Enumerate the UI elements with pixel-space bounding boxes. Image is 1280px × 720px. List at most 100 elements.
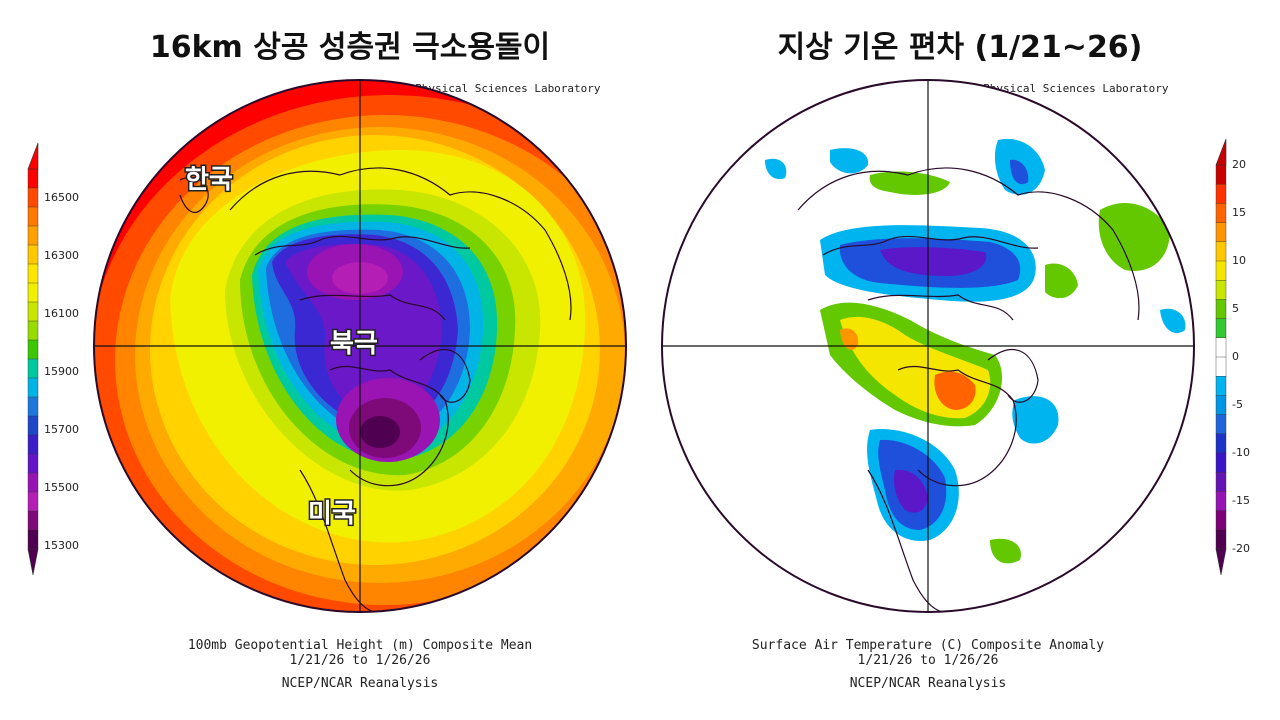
left-colorbar-segment — [27, 282, 39, 303]
left-caption-variable: 100mb Geopotential Height (m) Composite … — [187, 638, 533, 653]
left-map-title: 16km 상공 성층권 극소용돌이 — [149, 30, 551, 65]
right-cb-tick-neg5: -5 — [1232, 398, 1243, 411]
left-colorbar-segment — [27, 434, 39, 455]
right-caption-dates: 1/21/26 to 1/26/26 — [857, 653, 999, 668]
left-caption: 100mb Geopotential Height (m) Composite … — [110, 638, 610, 691]
right-colorbar-segment — [1215, 318, 1227, 339]
left-grid — [93, 79, 627, 613]
left-cb-tick-16500: 16500 — [44, 191, 79, 204]
right-warm-arctic-core — [934, 371, 976, 410]
right-colorbar-segment — [1215, 203, 1227, 224]
right-caption: Surface Air Temperature (C) Composite An… — [678, 638, 1178, 691]
right-colorbar-segment — [1215, 241, 1227, 262]
left-colorbar-segment — [27, 225, 39, 246]
left-colorbar-segment — [27, 168, 39, 189]
right-colorbar-segment — [1215, 472, 1227, 492]
right-coast-greenland — [987, 349, 1039, 403]
right-colorbar-bottom-arrow — [1215, 548, 1227, 576]
right-cold-spot-north — [830, 148, 869, 174]
left-colorbar-segment — [27, 453, 39, 474]
right-colorbar-segment — [1215, 433, 1227, 454]
right-coast-americas — [867, 469, 944, 612]
right-coast-arctic — [867, 294, 1014, 321]
left-polar-map — [94, 80, 626, 612]
label-korea: 한국 — [185, 165, 233, 195]
left-colorbar-segment — [27, 415, 39, 436]
right-colorbar-segment — [1215, 280, 1227, 300]
right-cb-tick-neg15: -15 — [1232, 494, 1250, 507]
left-colorbar-segment — [27, 187, 39, 208]
right-colorbar-segment — [1215, 491, 1227, 512]
right-warm-spot-europe — [1045, 263, 1078, 299]
left-colorbar-segment — [27, 320, 39, 341]
right-warm-spot-north — [869, 171, 950, 195]
right-colorbar-segment — [1215, 222, 1227, 243]
right-polar-map — [662, 80, 1194, 612]
left-caption-dates: 1/21/26 to 1/26/26 — [289, 653, 431, 668]
left-coastlines — [179, 167, 572, 612]
left-colorbar: 16500 16300 16100 15900 15700 15500 1530… — [27, 142, 79, 576]
right-colorbar-top-arrow — [1215, 138, 1227, 166]
right-caption-source: NCEP/NCAR Reanalysis — [849, 676, 1007, 691]
right-colorbar-segment — [1215, 164, 1227, 185]
right-cb-tick-neg20: -20 — [1232, 542, 1250, 555]
left-colorbar-segment — [27, 206, 39, 227]
right-colorbar-segments — [1215, 164, 1227, 550]
right-colorbar-segment — [1215, 395, 1227, 416]
left-colorbar-bottom-arrow — [27, 548, 39, 576]
left-colorbar-segment — [27, 377, 39, 398]
right-coast-siberia — [822, 235, 1039, 256]
left-cb-tick-15700: 15700 — [44, 423, 79, 436]
left-colorbar-segments — [27, 168, 39, 550]
right-warm-spot-south — [990, 538, 1021, 564]
left-colorbar-segment — [27, 263, 39, 284]
right-cb-tick-20: 20 — [1232, 158, 1246, 171]
right-colorbar-segment — [1215, 510, 1227, 531]
left-coast-eurasia — [229, 167, 572, 321]
right-warm-spot-west — [840, 328, 859, 350]
left-colorbar-segment — [27, 472, 39, 493]
right-colorbar-segment — [1215, 183, 1227, 204]
label-usa: 미국 — [308, 499, 356, 529]
right-map-title: 지상 기온 편차 (1/21~26) — [777, 30, 1143, 65]
left-colorbar-segment — [27, 339, 39, 360]
left-coast-americas — [299, 469, 376, 612]
right-cb-tick-15: 15 — [1232, 206, 1246, 219]
right-cold-spot-west — [765, 158, 787, 180]
right-cb-tick-5: 5 — [1232, 302, 1239, 315]
right-coast-eurasia — [797, 167, 1140, 321]
right-colorbar-segment — [1215, 337, 1227, 358]
right-warm-spot-east — [1098, 202, 1170, 271]
right-colorbar-segment — [1215, 376, 1227, 396]
right-colorbar-segment — [1215, 414, 1227, 435]
left-colorbar-segment — [27, 244, 39, 265]
left-colorbar-segment — [27, 529, 39, 550]
right-colorbar-segment — [1215, 356, 1227, 377]
left-colorbar-segment — [27, 301, 39, 322]
left-coast-arctic — [299, 294, 446, 321]
right-cold-spot-northeast-core — [1010, 159, 1029, 185]
right-colorbar-segment — [1215, 529, 1227, 550]
left-coast-greenland — [419, 349, 471, 403]
right-coastlines — [797, 167, 1140, 612]
left-colorbar-segment — [27, 358, 39, 379]
right-grid — [661, 79, 1195, 613]
left-cb-tick-16300: 16300 — [44, 249, 79, 262]
right-cb-tick-neg10: -10 — [1232, 446, 1250, 459]
right-colorbar: 20 15 10 5 0 -5 -10 -15 -20 — [1215, 138, 1250, 576]
right-cb-tick-0: 0 — [1232, 350, 1239, 363]
left-cb-tick-15300: 15300 — [44, 539, 79, 552]
right-cold-siberia-core — [880, 247, 987, 276]
left-vortex-center — [360, 416, 400, 448]
right-colorbar-segment — [1215, 260, 1227, 281]
right-cold-spot-atlantic — [1012, 396, 1059, 444]
left-coast-korea — [179, 176, 209, 213]
left-colorbar-segment — [27, 510, 39, 531]
right-cold-spot-far-east — [1160, 308, 1186, 334]
right-colorbar-segment — [1215, 452, 1227, 473]
left-caption-source: NCEP/NCAR Reanalysis — [281, 676, 439, 691]
right-colorbar-segment — [1215, 299, 1227, 320]
left-cb-tick-16100: 16100 — [44, 307, 79, 320]
label-arctic: 북극 — [330, 329, 378, 359]
